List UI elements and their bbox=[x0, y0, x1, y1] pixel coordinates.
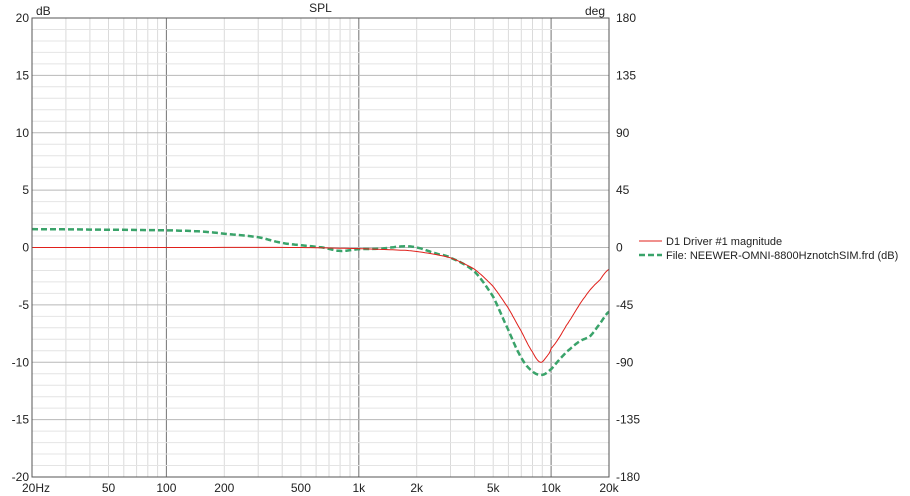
y-tick-label-left: 15 bbox=[16, 68, 30, 82]
y-tick-label-right: 180 bbox=[616, 11, 636, 25]
x-tick-label: 10k bbox=[541, 481, 561, 495]
x-tick-label: 1k bbox=[352, 481, 366, 495]
y-tick-label-right: -135 bbox=[616, 413, 640, 427]
y-axis-unit-right: deg bbox=[585, 4, 605, 18]
y-tick-label-left: 10 bbox=[16, 126, 30, 140]
x-tick-label: 100 bbox=[156, 481, 176, 495]
y-tick-label-left: -5 bbox=[18, 298, 29, 312]
y-tick-label-right: 135 bbox=[616, 68, 636, 82]
legend: D1 Driver #1 magnitude File: NEEWER-OMNI-… bbox=[639, 236, 898, 262]
y-tick-label-right: 0 bbox=[616, 241, 623, 255]
x-tick-label: 200 bbox=[214, 481, 234, 495]
y-tick-label-left: 5 bbox=[22, 183, 29, 197]
y-axis-unit-left: dB bbox=[36, 4, 51, 18]
y-tick-label-right: -45 bbox=[616, 298, 634, 312]
series-line-driver-magnitude bbox=[32, 246, 610, 363]
legend-label: D1 Driver #1 magnitude bbox=[666, 236, 782, 248]
y-tick-label-left: 20 bbox=[16, 11, 30, 25]
y-tick-label-right: 45 bbox=[616, 183, 630, 197]
y-tick-label-right: -180 bbox=[616, 470, 640, 484]
y-tick-label-left: 0 bbox=[22, 241, 29, 255]
x-tick-label: 2k bbox=[410, 481, 424, 495]
y-tick-label-left: -20 bbox=[12, 470, 30, 484]
x-tick-label: 500 bbox=[291, 481, 311, 495]
series-layer bbox=[31, 227, 610, 377]
y-tick-label-right: 90 bbox=[616, 126, 630, 140]
plot-frame bbox=[31, 17, 610, 478]
y-tick-label-right: -90 bbox=[616, 355, 634, 369]
legend-label: File: NEEWER-OMNI-8800HznotchSIM.frd (dB… bbox=[666, 250, 898, 262]
tick-labels: 20151050-5-10-15-2018013590450-45-90-135… bbox=[12, 11, 641, 495]
y-tick-label-left: -15 bbox=[12, 413, 30, 427]
series-line-file-frd bbox=[31, 227, 610, 377]
x-tick-label: 5k bbox=[487, 481, 501, 495]
y-tick-label-left: -10 bbox=[12, 355, 30, 369]
x-tick-label: 20k bbox=[599, 481, 619, 495]
x-tick-label: 20Hz bbox=[22, 481, 50, 495]
x-tick-label: 50 bbox=[102, 481, 116, 495]
chart-title: SPL bbox=[309, 1, 332, 15]
